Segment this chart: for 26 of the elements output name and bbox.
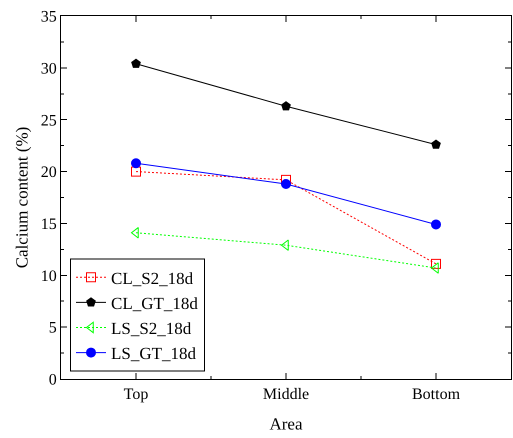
legend-label: CL_S2_18d (111, 268, 194, 288)
y-tick-label: 20 (40, 164, 57, 182)
x-tick-label: Bottom (412, 386, 461, 404)
y-tick-label: 25 (40, 112, 57, 130)
point (131, 158, 141, 168)
point (131, 58, 141, 68)
y-axis-title: Calcium content (%) (12, 126, 32, 268)
x-tick-label: Top (124, 386, 148, 404)
y-tick-label: 5 (48, 320, 57, 337)
point (281, 179, 291, 190)
point (431, 140, 441, 149)
legend-label: CL_GT_18d (111, 294, 198, 314)
point (431, 219, 441, 230)
point (131, 166, 141, 177)
y-tick-label: 0 (48, 372, 57, 389)
x-axis-title: Area (269, 414, 303, 434)
legend-label: LS_S2_18d (111, 319, 192, 338)
legend-label: LS_GT_18d (111, 344, 196, 364)
point (281, 101, 291, 110)
y-tick-label: 10 (40, 268, 57, 285)
point (281, 174, 291, 185)
y-tick-label: 15 (40, 216, 57, 234)
y-tick-label: 35 (40, 8, 57, 26)
point (431, 258, 441, 269)
x-tick-label: Middle (262, 386, 310, 404)
y-tick-label: 30 (40, 60, 57, 78)
